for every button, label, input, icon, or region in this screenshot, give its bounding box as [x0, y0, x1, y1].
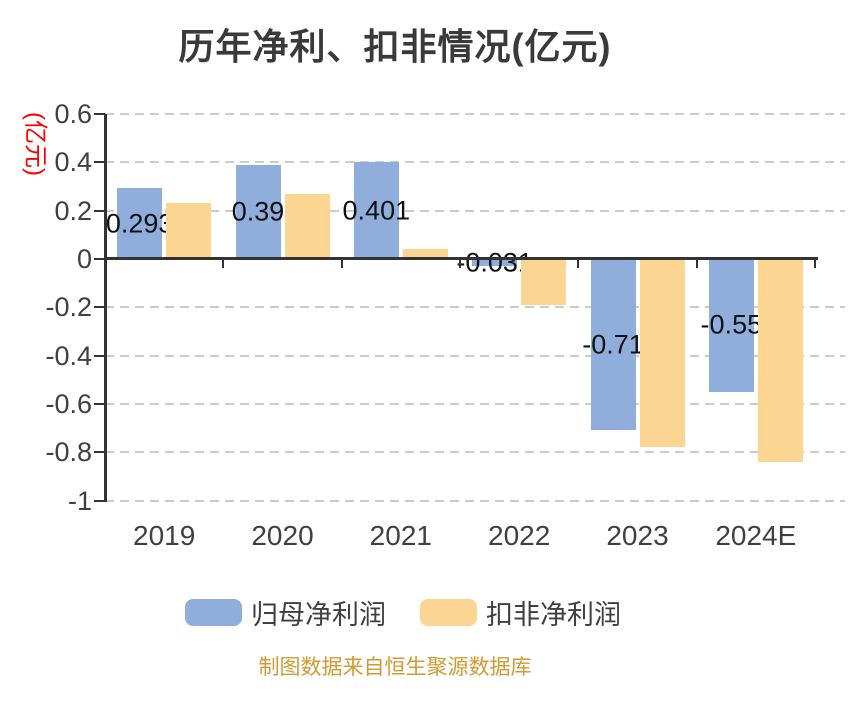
y-axis-tick	[94, 402, 105, 405]
y-axis-tick	[94, 209, 105, 212]
x-axis-line	[105, 257, 818, 261]
x-axis-tick	[577, 260, 580, 269]
bar	[166, 203, 212, 259]
x-tick-label: 2022	[488, 520, 551, 551]
y-axis-tick	[94, 451, 105, 454]
bar	[117, 188, 163, 259]
y-tick-label: 0.6	[54, 99, 92, 129]
bar-value-label: 0.293	[105, 208, 174, 239]
data-source-note: 制图数据来自恒生聚源数据库	[258, 656, 532, 679]
y-tick-label: -1	[67, 485, 92, 516]
x-tick-label: 2021	[369, 520, 432, 551]
bar	[402, 249, 448, 259]
bar-value-label: -0.55	[700, 309, 763, 340]
bar	[235, 164, 281, 259]
x-axis-tick	[459, 260, 461, 269]
bar	[708, 258, 754, 392]
x-tick-label: 2019	[133, 520, 196, 551]
y-tick-label: 0	[76, 243, 92, 274]
x-tick-label: 2023	[606, 520, 669, 551]
bar	[472, 258, 518, 267]
legend-label: 扣非净利润	[486, 600, 621, 630]
y-tick-label: -0.4	[45, 340, 92, 371]
x-axis-tick	[222, 260, 225, 269]
gridline	[105, 161, 845, 164]
x-tick-label: 2024E	[715, 520, 797, 551]
bar	[353, 162, 399, 259]
gridline	[105, 402, 845, 405]
gridline	[105, 306, 845, 309]
bar	[521, 258, 567, 305]
bar-value-label: -0.031	[456, 247, 533, 278]
legend-item[interactable]: 扣非净利润	[420, 593, 621, 632]
y-tick-label: 0.2	[54, 195, 92, 226]
legend-swatch	[420, 599, 477, 626]
y-axis-tick	[94, 306, 105, 309]
y-axis-tick	[94, 499, 105, 502]
y-axis-line	[104, 114, 107, 502]
y-axis-tick	[94, 257, 105, 260]
y-tick-label: -0.8	[45, 437, 92, 468]
x-axis-tick	[340, 260, 343, 269]
legend-label: 归母净利润	[251, 600, 386, 630]
gridline	[105, 209, 845, 212]
bar	[284, 193, 330, 259]
gridline	[105, 354, 845, 357]
y-axis-tick	[94, 113, 105, 115]
y-tick-label: -0.6	[45, 388, 92, 419]
gridline	[105, 451, 845, 454]
bar	[757, 258, 803, 462]
x-axis-tick	[814, 260, 816, 269]
gridline	[105, 113, 845, 115]
bar	[590, 258, 636, 431]
legend: 归母净利润 扣非净利润	[185, 593, 621, 632]
chart-title: 历年净利、扣非情况(亿元)	[178, 26, 612, 67]
y-tick-label: 0.4	[54, 147, 92, 178]
y-axis-tick	[94, 161, 105, 164]
y-tick-label: -0.2	[45, 292, 92, 323]
bar	[639, 258, 685, 448]
bar-value-label: 0.401	[342, 195, 411, 225]
legend-item[interactable]: 归母净利润	[185, 593, 386, 632]
gridline	[105, 499, 845, 502]
bar-value-label: -0.71	[582, 329, 644, 360]
y-axis-tick	[94, 354, 105, 357]
bar-value-label: 0.39	[231, 196, 285, 227]
legend-swatch	[185, 599, 242, 626]
x-axis-tick	[695, 260, 698, 269]
x-tick-label: 2020	[251, 520, 314, 551]
